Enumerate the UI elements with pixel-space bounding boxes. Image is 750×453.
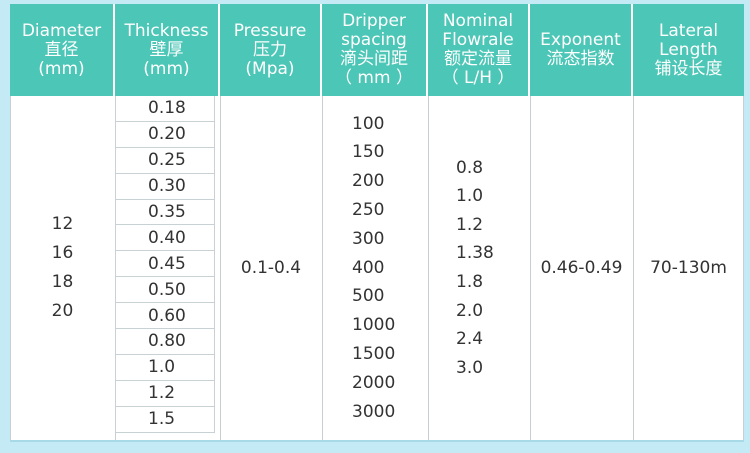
spacing-item: 200 bbox=[352, 171, 385, 192]
header-spacing-en1: Dripper bbox=[342, 11, 406, 31]
thickness-cell: 0.45 bbox=[115, 251, 215, 278]
spacing-item: 1500 bbox=[352, 343, 396, 364]
spacing-item: 150 bbox=[352, 142, 385, 163]
exponent-value: 0.46-0.49 bbox=[540, 258, 623, 278]
flow-items: 0.8 1.0 1.2 1.38 1.8 2.0 2.4 3.0 bbox=[428, 154, 494, 383]
spec-table: Diameter 直径 (mm) Thickness 壁厚 (mm) Press… bbox=[10, 4, 744, 440]
header-diameter-unit: (mm) bbox=[38, 58, 85, 79]
header-diameter-cn: 直径 bbox=[44, 39, 79, 60]
spacing-item: 250 bbox=[352, 200, 385, 220]
thickness-cell: 0.50 bbox=[115, 277, 215, 304]
header-diameter-en: Diameter bbox=[21, 20, 102, 41]
thickness-cell: 1.0 bbox=[115, 354, 215, 381]
thickness-cell: 0.40 bbox=[115, 225, 215, 252]
header-flow-unit: （ L/H ） bbox=[441, 68, 515, 88]
column-divider bbox=[633, 96, 634, 440]
flow-item: 2.0 bbox=[456, 300, 484, 321]
spacing-item: 400 bbox=[352, 257, 385, 278]
column-divider bbox=[220, 96, 221, 440]
header-thickness: Thickness 壁厚 (mm) bbox=[115, 4, 220, 96]
column-divider bbox=[10, 96, 11, 440]
column-divider bbox=[428, 96, 429, 440]
spacing-item: 100 bbox=[352, 113, 385, 134]
spacing-item: 2000 bbox=[352, 372, 396, 393]
header-spacing-en2: spacing bbox=[341, 30, 407, 50]
header-diameter: Diameter 直径 (mm) bbox=[10, 4, 115, 96]
header-pressure-en: Pressure bbox=[233, 20, 307, 41]
header-thickness-en: Thickness bbox=[124, 20, 209, 41]
thickness-cell: 0.60 bbox=[115, 303, 215, 330]
pressure-value: 0.1-0.4 bbox=[240, 258, 302, 278]
spacing-item: 3000 bbox=[352, 401, 396, 422]
flow-list: 0.8 1.0 1.2 1.38 1.8 2.0 2.4 3.0 bbox=[428, 96, 530, 440]
header-flow: Nominal Flowrale 额定流量 （ L/H ） bbox=[428, 4, 530, 96]
diameter-item: 20 bbox=[51, 301, 74, 321]
header-pressure-cn: 压力 bbox=[253, 39, 287, 60]
header-flow-cn: 额定流量 bbox=[444, 49, 512, 69]
thickness-cell: 0.18 bbox=[115, 96, 215, 122]
flow-item: 1.38 bbox=[456, 243, 494, 264]
flow-item: 0.8 bbox=[456, 157, 484, 178]
header-flow-en2: Flowrale bbox=[442, 30, 514, 50]
header-flow-en1: Nominal bbox=[442, 11, 514, 31]
lateral-cell: 70-130m bbox=[633, 96, 744, 440]
thickness-cell: 0.80 bbox=[115, 329, 215, 355]
header-spacing: Dripper spacing 滴头间距 （ mm ） bbox=[322, 4, 428, 96]
flow-item: 1.8 bbox=[456, 272, 484, 292]
header-lateral-en2: Length bbox=[659, 39, 718, 60]
diameter-item: 16 bbox=[51, 243, 74, 263]
thickness-cell: 0.20 bbox=[115, 121, 215, 148]
header-spacing-unit: （ mm ） bbox=[335, 68, 413, 88]
flow-item: 1.2 bbox=[456, 214, 484, 235]
thickness-cell: 0.30 bbox=[115, 173, 215, 200]
column-divider bbox=[530, 96, 531, 440]
header-thickness-unit: (mm) bbox=[143, 58, 190, 79]
pressure-cell: 0.1-0.4 bbox=[220, 96, 322, 440]
diameter-item: 18 bbox=[51, 272, 74, 292]
diameter-list: 12 16 18 20 bbox=[10, 96, 115, 440]
flow-item: 3.0 bbox=[456, 357, 484, 378]
diameter-item: 12 bbox=[51, 214, 74, 234]
flow-item: 2.4 bbox=[456, 329, 484, 350]
header-lateral-en1: Lateral bbox=[658, 20, 719, 41]
spacing-items: 100 150 200 250 300 400 500 1000 1500 20… bbox=[322, 110, 395, 427]
spacing-item: 1000 bbox=[352, 315, 396, 336]
thickness-cell: 1.5 bbox=[115, 406, 215, 433]
header-pressure-unit: (Mpa) bbox=[245, 58, 295, 79]
header-exponent-cn: 流态指数 bbox=[546, 49, 615, 69]
header-pressure: Pressure 压力 (Mpa) bbox=[220, 4, 322, 96]
spacing-item: 300 bbox=[352, 228, 385, 249]
header-lateral: Lateral Length 铺设长度 bbox=[633, 4, 744, 96]
header-exponent: Exponent 流态指数 bbox=[530, 4, 633, 96]
thickness-cell: 0.25 bbox=[115, 147, 215, 174]
column-divider bbox=[743, 96, 744, 440]
table-bottom-shadow bbox=[10, 440, 744, 442]
thickness-cell: 0.35 bbox=[115, 199, 215, 226]
column-divider bbox=[322, 96, 323, 440]
thickness-list: 0.18 0.20 0.25 0.30 0.35 0.40 0.45 0.50 … bbox=[115, 96, 215, 433]
exponent-cell: 0.46-0.49 bbox=[530, 96, 633, 440]
header-lateral-cn: 铺设长度 bbox=[654, 58, 723, 79]
spacing-list: 100 150 200 250 300 400 500 1000 1500 20… bbox=[322, 96, 428, 440]
flow-item: 1.0 bbox=[456, 186, 484, 207]
spacing-item: 500 bbox=[352, 286, 385, 307]
header-thickness-cn: 壁厚 bbox=[149, 39, 184, 60]
header-exponent-en: Exponent bbox=[540, 30, 621, 50]
thickness-cell: 1.2 bbox=[115, 380, 215, 407]
lateral-value: 70-130m bbox=[650, 258, 727, 278]
header-spacing-cn: 滴头间距 bbox=[340, 49, 408, 69]
